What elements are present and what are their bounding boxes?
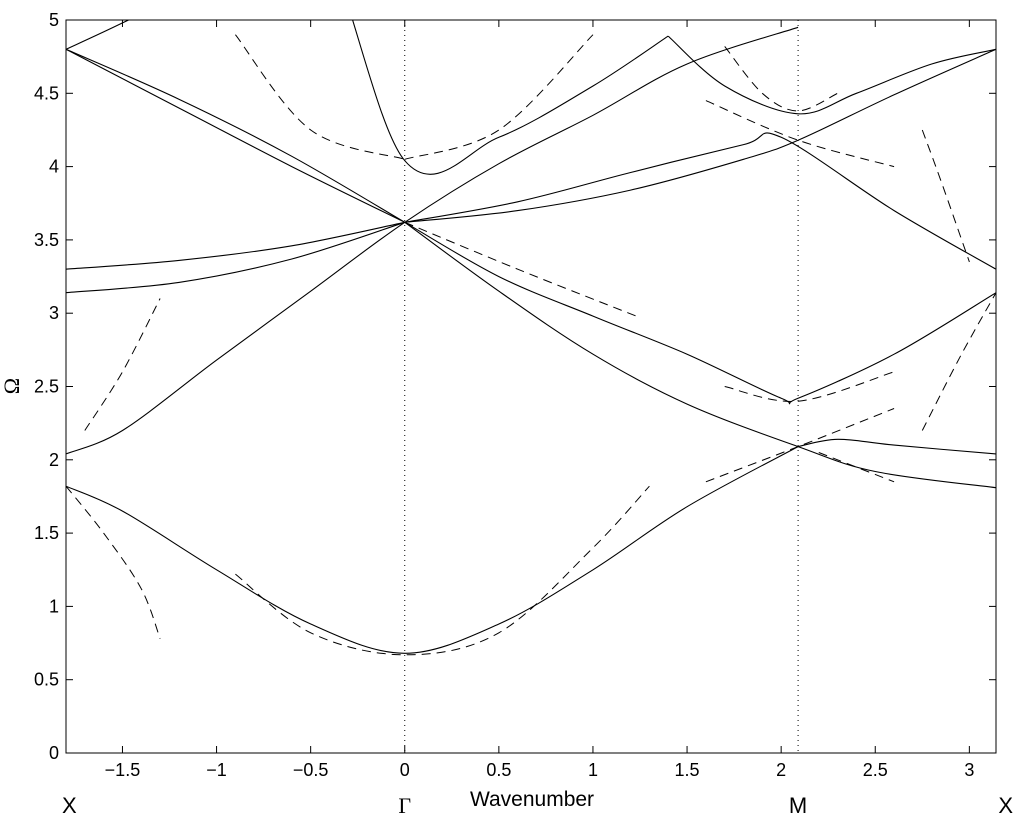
y-tick-label: 2.5 [34, 377, 59, 397]
symmetry-point-label: M [789, 793, 807, 818]
axis-tick-labels: −1.5 −1 −0.5 0 0.5 1 1.5 2 2.5 3 0 0.5 1 1.5 2 2.5 3 3.5 4… [34, 10, 974, 780]
solid-band-curves [66, 20, 996, 654]
x-tick-label: 1 [588, 760, 598, 780]
x-tick-label: 0.5 [486, 760, 511, 780]
solid-band-line [404, 48, 996, 223]
y-tick-label: 0.5 [34, 670, 59, 690]
x-tick-label: 3 [964, 760, 974, 780]
dashed-band-curves [66, 34, 996, 656]
solid-band-line [66, 221, 405, 294]
solid-band-line [66, 20, 669, 175]
solid-band-line [404, 221, 996, 489]
x-tick-label: 0 [400, 760, 410, 780]
y-tick-label: 4.5 [34, 83, 59, 103]
x-tick-label: 2 [776, 760, 786, 780]
y-tick-label: 4 [49, 157, 59, 177]
dashed-band-line [235, 34, 405, 160]
y-tick-label: 1 [49, 596, 59, 616]
solid-band-line [66, 26, 799, 455]
dashed-band-line [818, 452, 895, 483]
y-tick-label: 3 [49, 303, 59, 323]
x-axis-label: Wavenumber [470, 788, 594, 811]
x-tick-label: −0.5 [293, 760, 329, 780]
y-tick-label: 2 [49, 450, 59, 470]
symmetry-point-label: X [998, 793, 1013, 818]
solid-band-line [404, 221, 996, 405]
y-tick-label: 3.5 [34, 230, 59, 250]
solid-band-line [66, 446, 799, 654]
symmetry-marker-lines [404, 20, 799, 753]
solid-band-line [798, 438, 996, 455]
dashed-band-line [705, 100, 895, 168]
solid-band-line [667, 35, 996, 115]
dashed-band-line [404, 221, 641, 319]
dashed-band-line [84, 298, 161, 431]
dashed-band-line [705, 408, 895, 483]
dashed-band-line [921, 129, 970, 263]
axis-ticks [66, 19, 996, 754]
solid-band-line [66, 221, 405, 270]
dashed-band-line [724, 371, 895, 402]
y-axis-label: Ω [0, 378, 24, 394]
dashed-band-line [66, 485, 161, 639]
y-tick-label: 0 [49, 743, 59, 763]
plot-frame [65, 19, 997, 754]
dashed-band-line [724, 46, 838, 112]
x-tick-label: 2.5 [863, 760, 888, 780]
symmetry-point-label: X [62, 793, 77, 818]
dashed-band-line [235, 485, 650, 656]
solid-band-line [404, 132, 996, 270]
x-tick-label: −1 [206, 760, 227, 780]
x-tick-label: −1.5 [105, 760, 141, 780]
dashed-band-line [921, 292, 996, 431]
dashed-band-line [404, 34, 594, 160]
solid-band-line [66, 48, 406, 223]
y-tick-label: 5 [49, 10, 59, 30]
solid-band-line [66, 48, 406, 223]
x-tick-label: 1.5 [675, 760, 700, 780]
symmetry-point-label: Γ [398, 793, 411, 818]
y-tick-label: 1.5 [34, 523, 59, 543]
